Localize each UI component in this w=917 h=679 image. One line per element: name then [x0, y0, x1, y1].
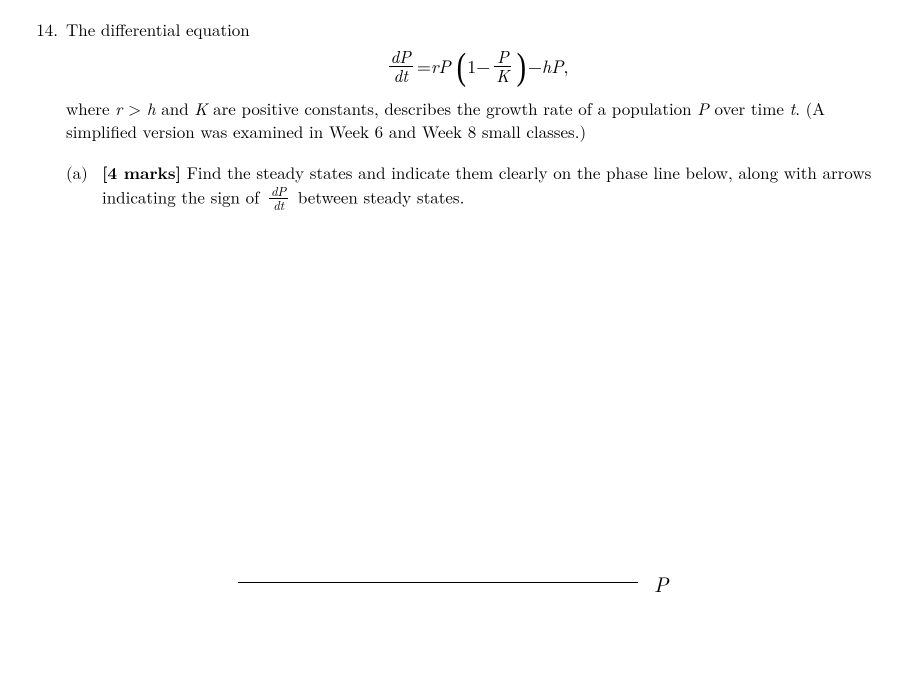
- inner-fraction: P K: [492, 48, 513, 87]
- p1-b: and: [156, 96, 195, 120]
- paragraph-1: where r > h and K are positive constants…: [66, 97, 887, 143]
- equals-sign: =: [417, 55, 431, 79]
- question-14: 14. The differential equation dP dt = rP…: [30, 18, 887, 214]
- differential-equation: dP dt = rP ( 1 − P K ) − hP: [66, 45, 887, 87]
- subitem-a-fraction: dPdt: [267, 185, 290, 215]
- p1-a: where: [66, 96, 115, 120]
- outer-minus: −: [528, 55, 542, 79]
- hP-term: hP: [542, 55, 563, 79]
- inner-minus: −: [476, 55, 490, 79]
- subitem-a: (a) [4 marks] Find the steady states and…: [66, 161, 887, 215]
- subitem-a-text1: Find the steady states and indicate them…: [102, 160, 871, 208]
- lhs-fraction: dP dt: [387, 48, 415, 87]
- question-body: The differential equation dP dt = rP ( 1…: [66, 18, 887, 214]
- trailing-comma: ,: [563, 55, 568, 79]
- inner-den: K: [494, 66, 511, 87]
- p1-K: K: [194, 96, 207, 120]
- subitem-a-marks: [4 marks]: [102, 161, 181, 185]
- phase-line-diagram: P: [238, 566, 678, 606]
- subitem-a-body: [4 marks] Find the steady states and ind…: [102, 161, 887, 215]
- phase-line-axis: [238, 582, 638, 583]
- exam-page: 14. The differential equation dP dt = rP…: [0, 0, 917, 214]
- p1-h: h: [147, 96, 156, 120]
- p1-P: P: [697, 96, 709, 120]
- subitem-a-label: (a): [66, 161, 102, 184]
- rP-term: rP: [431, 55, 451, 79]
- one-term: 1: [467, 55, 476, 79]
- p1-gt: >: [122, 96, 147, 120]
- lhs-den: dt: [389, 66, 413, 87]
- subitem-a-text2: between steady states.: [292, 184, 464, 208]
- question-number: 14.: [30, 18, 66, 41]
- equation-row: dP dt = rP ( 1 − P K ) − hP: [385, 48, 569, 87]
- intro-line: The differential equation: [66, 18, 887, 41]
- sub-a-frac-den: dt: [269, 198, 288, 214]
- phase-line-label: P: [654, 570, 668, 598]
- p1-c: are positive constants, describes the gr…: [207, 96, 697, 120]
- question-number-text: 14.: [36, 17, 58, 41]
- p1-d: over time: [709, 96, 790, 120]
